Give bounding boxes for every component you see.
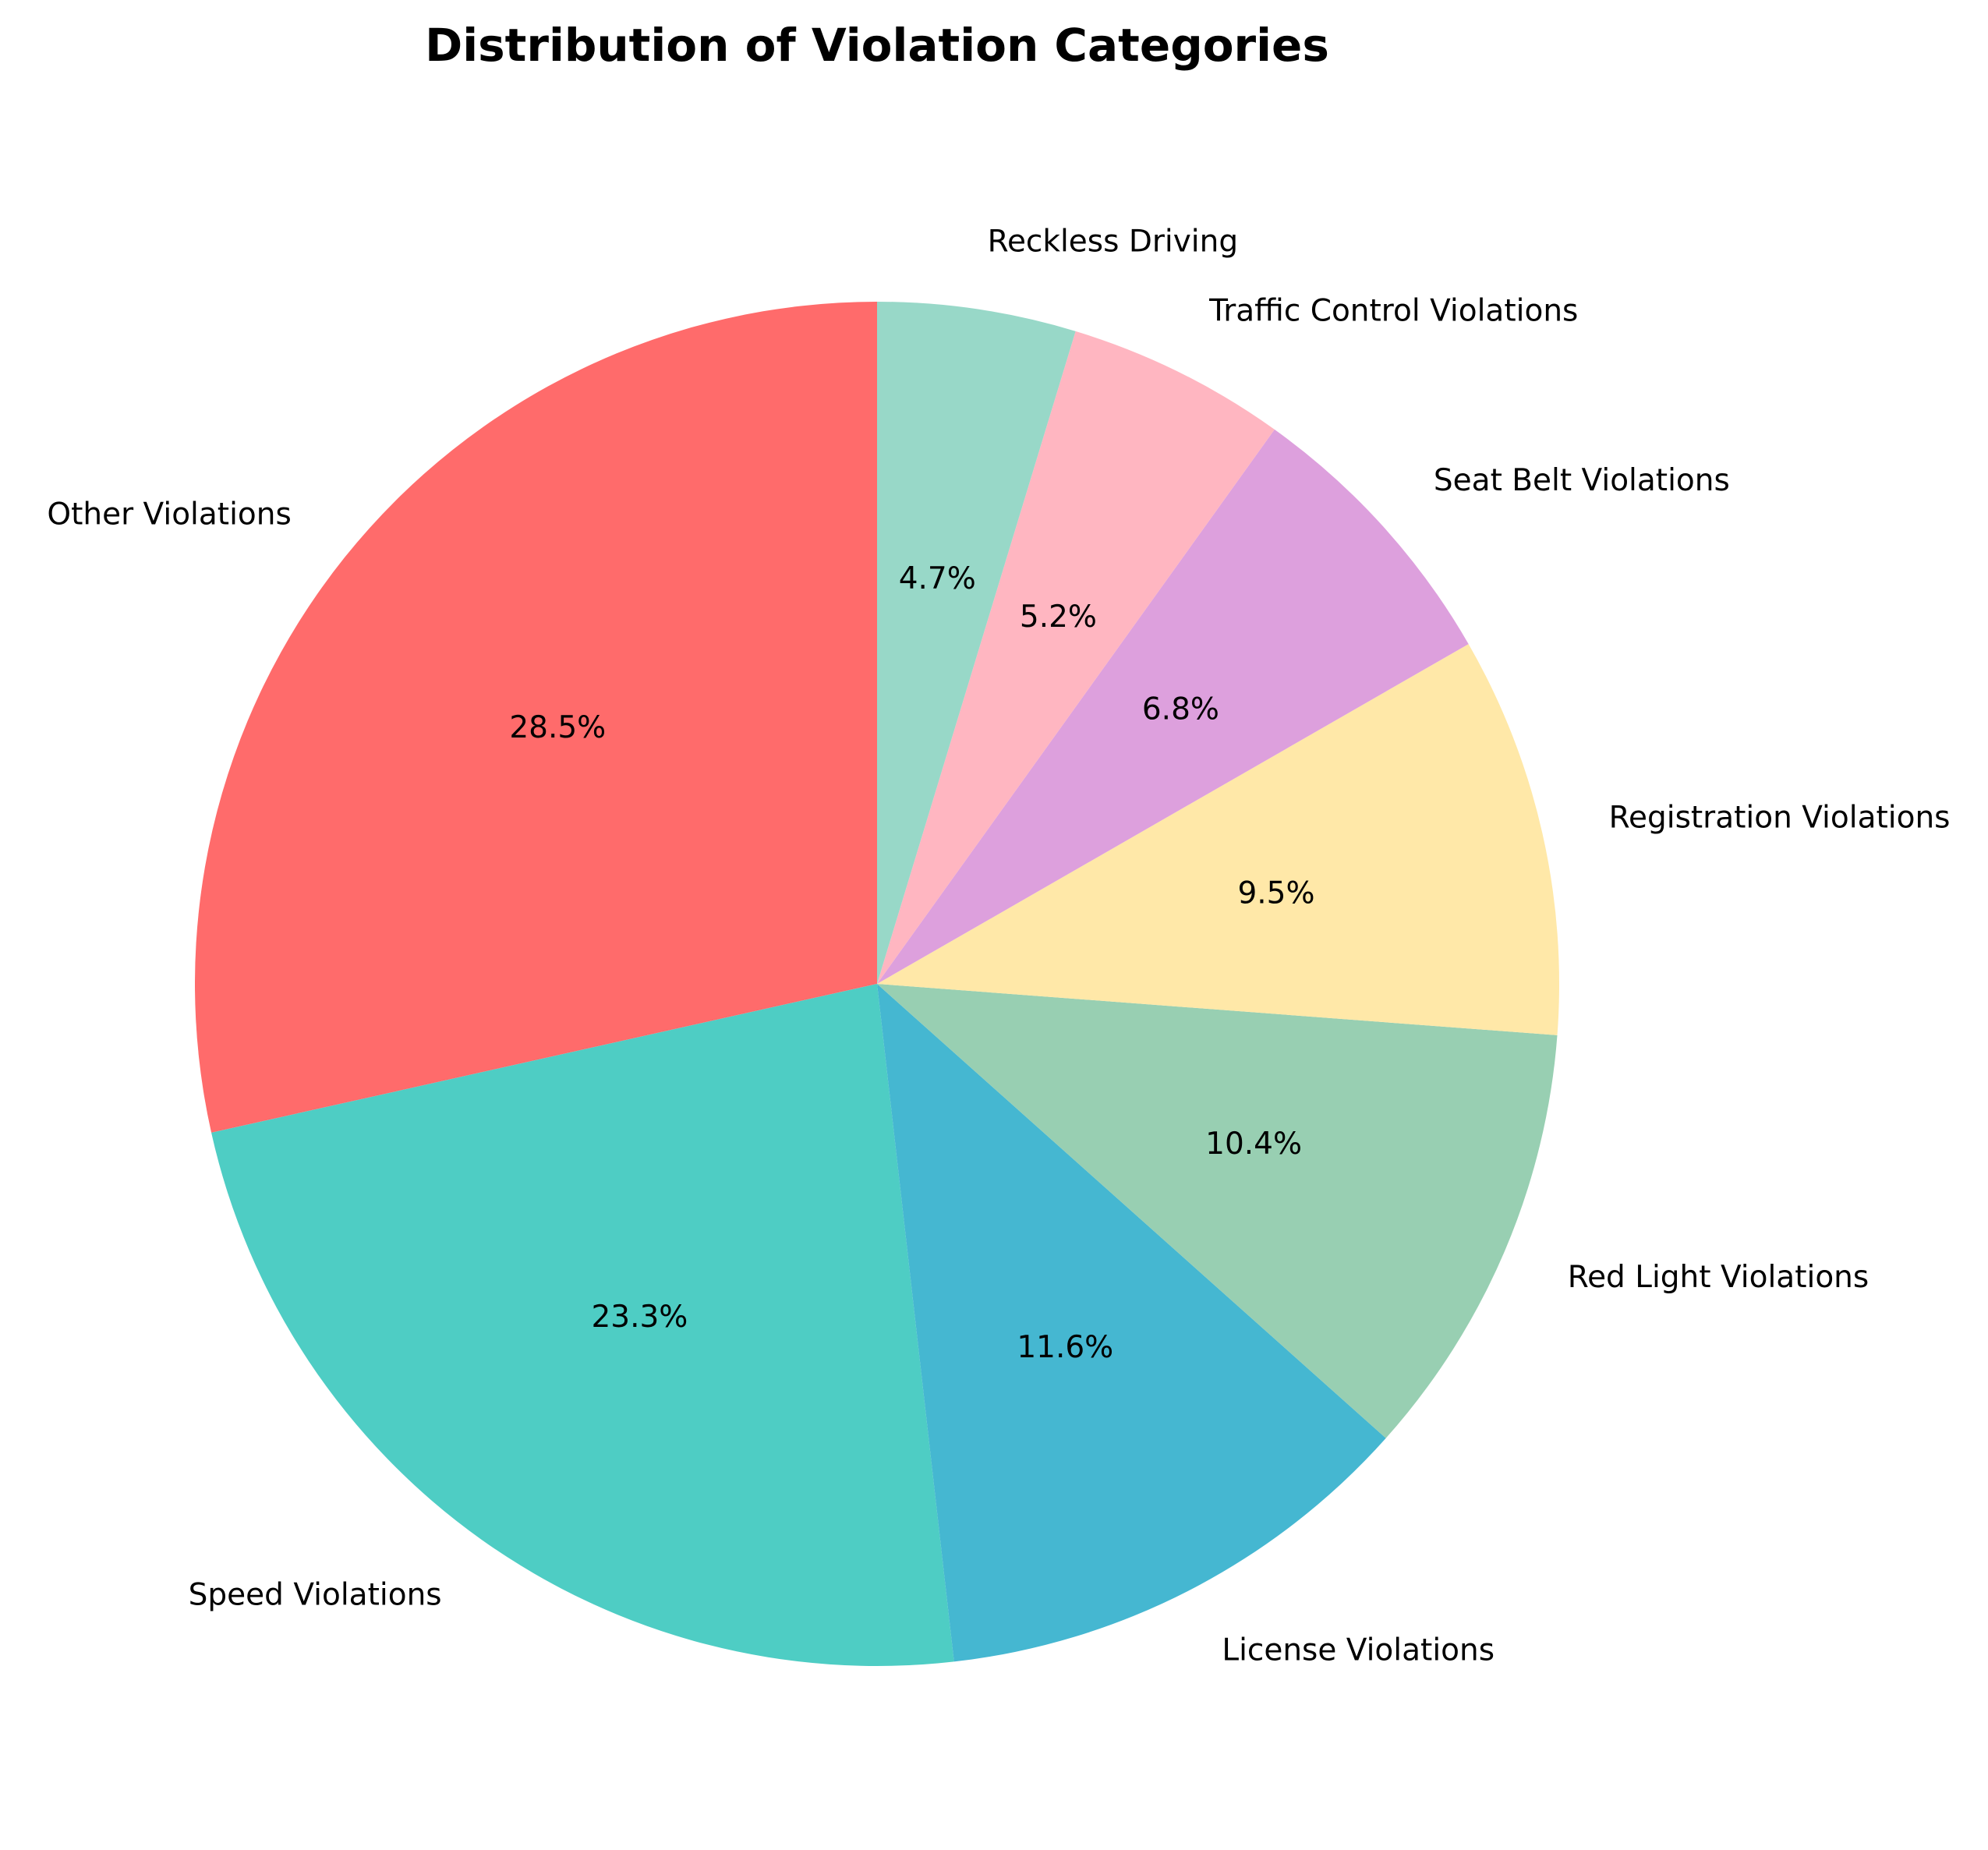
slice-label-other-violations: Other Violations bbox=[47, 497, 291, 532]
slice-label-red-light-violations: Red Light Violations bbox=[1568, 1260, 1869, 1295]
pct-label-other-violations: 28.5% bbox=[509, 710, 606, 745]
pct-label-seat-belt-violations: 6.8% bbox=[1142, 692, 1219, 727]
slice-label-seat-belt-violations: Seat Belt Violations bbox=[1434, 463, 1730, 498]
slice-label-speed-violations: Speed Violations bbox=[189, 1577, 442, 1612]
pct-label-reckless-driving: 4.7% bbox=[899, 561, 976, 596]
pct-label-registration-violations: 9.5% bbox=[1237, 875, 1314, 911]
slice-label-registration-violations: Registration Violations bbox=[1609, 801, 1951, 836]
pie-slice-license-violations bbox=[877, 984, 1386, 1662]
chart-title: Distribution of Violation Categories bbox=[425, 19, 1329, 72]
pie-slice-speed-violations bbox=[211, 984, 954, 1667]
pie-slice-seat-belt-violations bbox=[877, 429, 1469, 984]
pct-label-license-violations: 11.6% bbox=[1017, 1330, 1113, 1365]
pie-slice-other-violations bbox=[194, 302, 878, 1133]
pie-slice-red-light-violations bbox=[877, 984, 1558, 1438]
pie-slice-registration-violations bbox=[877, 644, 1559, 1035]
pie-slice-reckless-driving bbox=[877, 302, 1076, 984]
slice-labels: Other Violations 28.5% Speed Violations 23.… bbox=[47, 224, 1950, 1668]
pct-label-traffic-control-violations: 5.2% bbox=[1020, 600, 1097, 635]
slice-label-reckless-driving: Reckless Driving bbox=[988, 224, 1239, 259]
slice-label-traffic-control-violations: Traffic Control Violations bbox=[1208, 293, 1578, 328]
pct-label-red-light-violations: 10.4% bbox=[1205, 1127, 1302, 1162]
slice-label-license-violations: License Violations bbox=[1222, 1632, 1495, 1668]
pct-label-speed-violations: 23.3% bbox=[591, 1300, 688, 1335]
pie-slice-traffic-control-violations bbox=[877, 331, 1275, 984]
pie-slices bbox=[194, 302, 1559, 1667]
